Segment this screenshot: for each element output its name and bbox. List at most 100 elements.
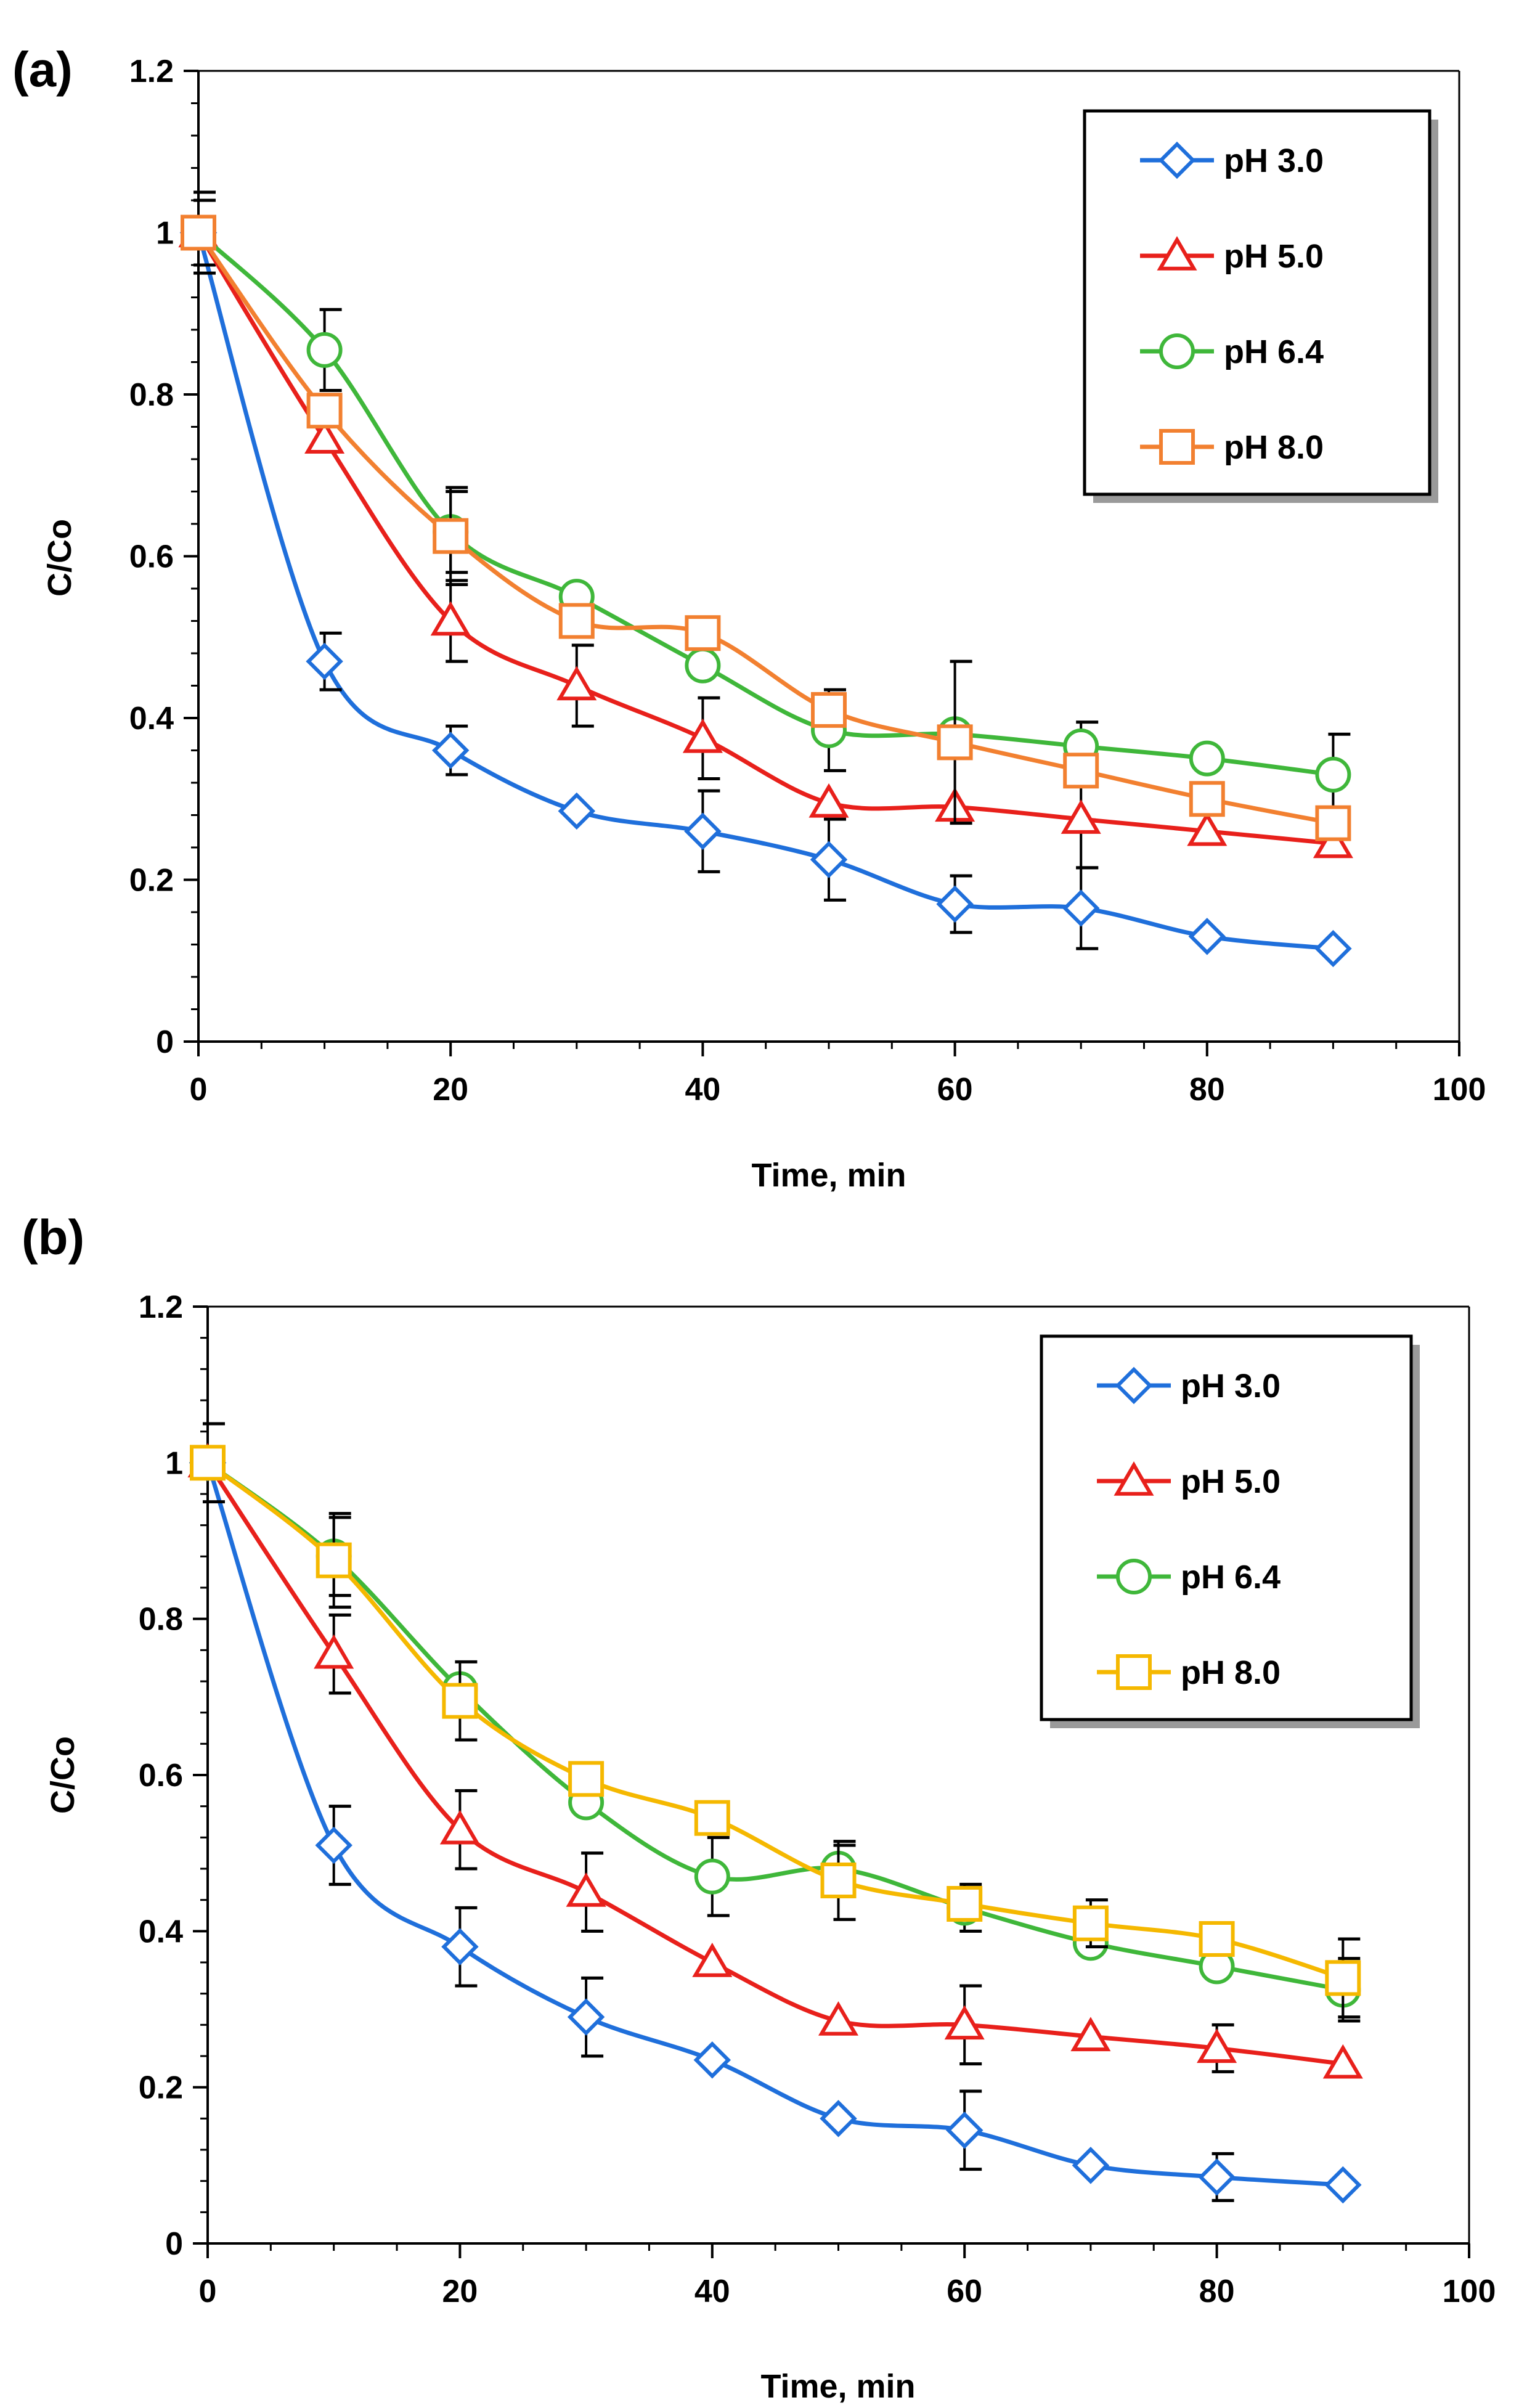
legend-marker-triangle xyxy=(1157,236,1197,271)
data-point xyxy=(190,1445,226,1481)
data-point xyxy=(1313,823,1353,859)
data-point xyxy=(685,615,721,651)
x-tick-label: 100 xyxy=(1443,2274,1496,2309)
data-point xyxy=(306,332,343,368)
y-axis-title: C/Co xyxy=(44,1736,81,1814)
data-point xyxy=(936,885,974,923)
data-point xyxy=(306,393,343,429)
y-tick-label: 1.2 xyxy=(139,1289,183,1325)
data-point xyxy=(1315,805,1351,841)
y-tick-label: 0.2 xyxy=(139,2070,183,2106)
y-tick-label: 0 xyxy=(165,2226,183,2262)
series-line xyxy=(197,231,1334,826)
data-point xyxy=(820,1863,857,1898)
data-point xyxy=(556,666,597,701)
data-point xyxy=(1197,2028,1237,2063)
y-tick-label: 0.8 xyxy=(139,1602,183,1638)
y-tick-label: 0.8 xyxy=(129,377,174,413)
series-line xyxy=(206,1461,1343,2067)
panel-label: (b) xyxy=(22,1210,84,1265)
data-point xyxy=(1314,929,1352,968)
chart-panel-a: (a) 0 0.2 0.4 0.6 0.8 1 1.2 0 20 40 60 80 100 Time, mi… xyxy=(12,42,1486,1194)
y-tick-label: 0.6 xyxy=(129,539,174,575)
legend-marker-diamond xyxy=(1158,141,1196,179)
x-axis-title: Time, min xyxy=(751,1157,906,1194)
data-point xyxy=(1070,2017,1111,2052)
x-tick-label: 80 xyxy=(1189,1072,1225,1108)
y-tick-label: 1 xyxy=(165,1445,183,1481)
data-point xyxy=(439,1810,480,1845)
series-line xyxy=(197,231,1334,777)
x-tick-label: 80 xyxy=(1199,2274,1235,2309)
data-point xyxy=(1187,811,1228,846)
y-tick-label: 0.4 xyxy=(139,1914,183,1949)
data-point xyxy=(1062,889,1100,927)
legend-label: pH 8.0 xyxy=(1224,429,1324,466)
series-line xyxy=(206,1461,1344,1980)
x-tick-label: 60 xyxy=(947,2274,982,2309)
data-point xyxy=(1198,2158,1236,2196)
data-point xyxy=(685,647,721,684)
legend-label: pH 3.0 xyxy=(1224,142,1324,179)
data-point xyxy=(1315,756,1351,793)
legend-label: pH 5.0 xyxy=(1181,1463,1281,1500)
legend-marker-square xyxy=(1116,1654,1152,1690)
legend-marker-circle xyxy=(1116,1559,1152,1594)
data-point xyxy=(442,1683,478,1719)
data-point xyxy=(433,518,469,554)
data-point xyxy=(684,812,722,850)
data-point xyxy=(1324,2166,1362,2204)
data-point xyxy=(811,692,847,728)
legend-label: pH 8.0 xyxy=(1181,1654,1281,1691)
data-point xyxy=(1322,2044,1363,2079)
data-point xyxy=(1061,799,1101,834)
legend-marker-circle xyxy=(1159,333,1195,369)
data-point xyxy=(810,841,848,878)
data-point xyxy=(820,2100,857,2137)
series-line xyxy=(197,231,1334,846)
data-point xyxy=(694,1858,730,1895)
y-tick-label: 1.2 xyxy=(129,54,174,89)
data-point xyxy=(1063,753,1099,789)
x-tick-label: 100 xyxy=(1433,1072,1486,1108)
data-point xyxy=(431,732,470,769)
data-point xyxy=(1199,1921,1235,1957)
data-point xyxy=(808,783,849,818)
series-ph-8-0 xyxy=(190,1445,1361,2019)
x-axis-title: Time, min xyxy=(760,2368,915,2405)
data-point xyxy=(945,2112,983,2149)
data-point xyxy=(1188,918,1226,955)
series-ph-5-0 xyxy=(178,213,1353,870)
legend-label: pH 5.0 xyxy=(1224,238,1324,275)
data-point xyxy=(181,214,216,251)
x-tick-label: 40 xyxy=(685,1072,720,1108)
x-tick-label: 20 xyxy=(442,2274,478,2309)
x-tick-label: 60 xyxy=(937,1072,973,1108)
data-point xyxy=(692,1943,733,1977)
data-point xyxy=(944,2005,985,2040)
y-tick-label: 0.6 xyxy=(139,1758,183,1794)
data-point xyxy=(441,1928,479,1965)
data-point xyxy=(937,724,973,761)
data-point xyxy=(1189,781,1225,817)
data-point xyxy=(1072,2147,1110,2184)
series-ph-8-0 xyxy=(181,190,1351,841)
data-point xyxy=(314,1634,354,1669)
data-point xyxy=(316,1542,352,1578)
data-point xyxy=(315,1826,352,1864)
data-point xyxy=(693,2041,731,2079)
y-tick-label: 0.4 xyxy=(129,701,174,737)
y-tick-label: 1 xyxy=(156,216,174,251)
legend xyxy=(1040,1334,1413,1721)
data-point xyxy=(558,603,595,639)
data-point xyxy=(947,1886,983,1922)
legend-label: pH 6.4 xyxy=(1181,1559,1281,1596)
legend-label: pH 3.0 xyxy=(1181,1368,1281,1405)
data-point xyxy=(566,1872,606,1907)
chart-panel-b: (b) 0 0.2 0.4 0.6 0.8 1 1.2 0 20 40 60 80 100 Time, mi… xyxy=(22,1210,1496,2405)
data-point xyxy=(567,1998,605,2036)
x-tick-label: 0 xyxy=(199,2274,217,2309)
legend xyxy=(1083,109,1431,496)
data-point xyxy=(1072,1905,1109,1941)
data-point xyxy=(558,792,596,830)
